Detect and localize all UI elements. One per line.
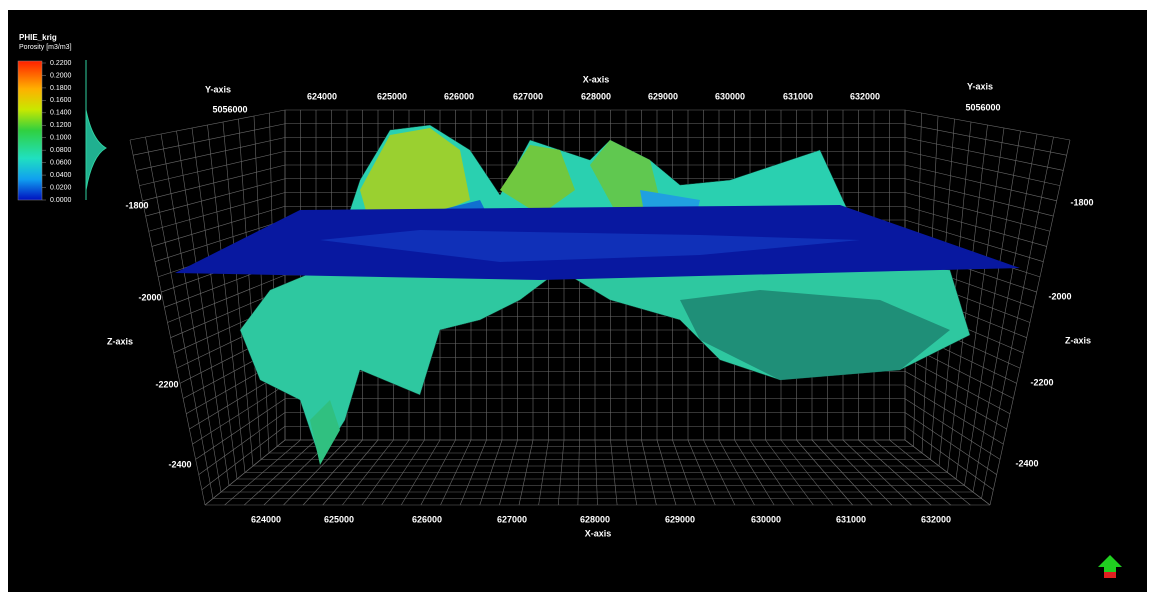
grid-line: [176, 130, 230, 486]
grid-line: [129, 139, 206, 506]
legend-tick-label: 0.0000: [50, 197, 72, 204]
legend-subtitle: Porosity [m3/m3]: [19, 44, 72, 51]
z-tick-label: -2200: [155, 379, 178, 389]
z-tick-label: -2200: [1030, 377, 1053, 387]
legend-tick-label: 0.1200: [50, 122, 72, 129]
grid-line: [964, 130, 1021, 486]
x-tick-label: 626000: [444, 91, 474, 101]
x-tick-label: 624000: [307, 91, 337, 101]
legend-tick-label: 0.1400: [50, 110, 72, 117]
z-tick-label: -2400: [1015, 458, 1038, 468]
grid-line: [989, 139, 1071, 506]
x-axis-title: X-axis: [585, 528, 612, 538]
grid-line: [981, 136, 1054, 499]
y-tick-label: 5056000: [212, 104, 247, 114]
x-tick-label: 625000: [377, 91, 407, 101]
grid-line: [972, 133, 1038, 493]
y-tick-label: 5056000: [965, 102, 1000, 112]
x-tick-label: 632000: [850, 91, 880, 101]
x-tick-label: 629000: [665, 514, 695, 524]
x-tick-label: 630000: [751, 514, 781, 524]
surface: [175, 124, 1020, 465]
x-tick-label: 631000: [836, 514, 866, 524]
grid-line: [955, 127, 1005, 480]
z-tick-label: -1800: [1070, 197, 1093, 207]
color-legend: PHIE_krig Porosity [m3/m3] 0.2200 0.2000 0…: [17, 33, 108, 204]
legend-tick-label: 0.0600: [50, 159, 72, 166]
x-axis-title: X-axis: [583, 74, 610, 84]
x-tick-label: 629000: [648, 91, 678, 101]
grid-line: [222, 121, 254, 467]
x-tick-label: 626000: [412, 514, 442, 524]
x-tick-label: 627000: [513, 91, 543, 101]
x-tick-label: 625000: [324, 514, 354, 524]
legend-title: PHIE_krig: [19, 33, 57, 42]
legend-tick-label: 0.2200: [50, 60, 72, 67]
x-tick-label: 631000: [783, 91, 813, 101]
legend-tick-label: 0.1800: [50, 85, 72, 92]
grid-line: [253, 115, 270, 454]
grid-line: [947, 124, 988, 473]
x-tick-label: 624000: [251, 514, 281, 524]
z-axis-title: Z-axis: [107, 336, 133, 346]
legend-tick-label: 0.1600: [50, 97, 72, 104]
grid-line: [191, 127, 238, 480]
z-tick-label: -2000: [1048, 291, 1071, 301]
x-tick-label: 627000: [497, 514, 527, 524]
axis-labels: X-axis X-axis Y-axis Y-axis 5056000 5056…: [107, 74, 1094, 538]
z-tick-label: -1800: [125, 200, 148, 210]
y-axis-title: Y-axis: [967, 81, 993, 91]
grid-line: [160, 133, 222, 493]
grid-line: [145, 136, 214, 499]
y-axis-title: Y-axis: [205, 84, 231, 94]
grid-line: [207, 124, 246, 473]
color-bar: [17, 60, 43, 201]
x-tick-label: 630000: [715, 91, 745, 101]
grid-line: [269, 112, 278, 447]
legend-tick-label: 0.0800: [50, 147, 72, 154]
x-tick-label: 628000: [580, 514, 610, 524]
north-arrow: [1098, 555, 1122, 578]
grid-line: [238, 118, 262, 460]
legend-tick-label: 0.0400: [50, 172, 72, 179]
legend-tick-label: 0.1000: [50, 135, 72, 142]
legend-tick-label: 0.0200: [50, 184, 72, 191]
z-tick-label: -2000: [138, 292, 161, 302]
histogram: [85, 60, 108, 200]
z-tick-label: -2400: [168, 459, 191, 469]
legend-tick-label: 0.2000: [50, 72, 72, 79]
x-tick-label: 628000: [581, 91, 611, 101]
z-axis-title: Z-axis: [1065, 335, 1091, 345]
x-tick-label: 632000: [921, 514, 951, 524]
